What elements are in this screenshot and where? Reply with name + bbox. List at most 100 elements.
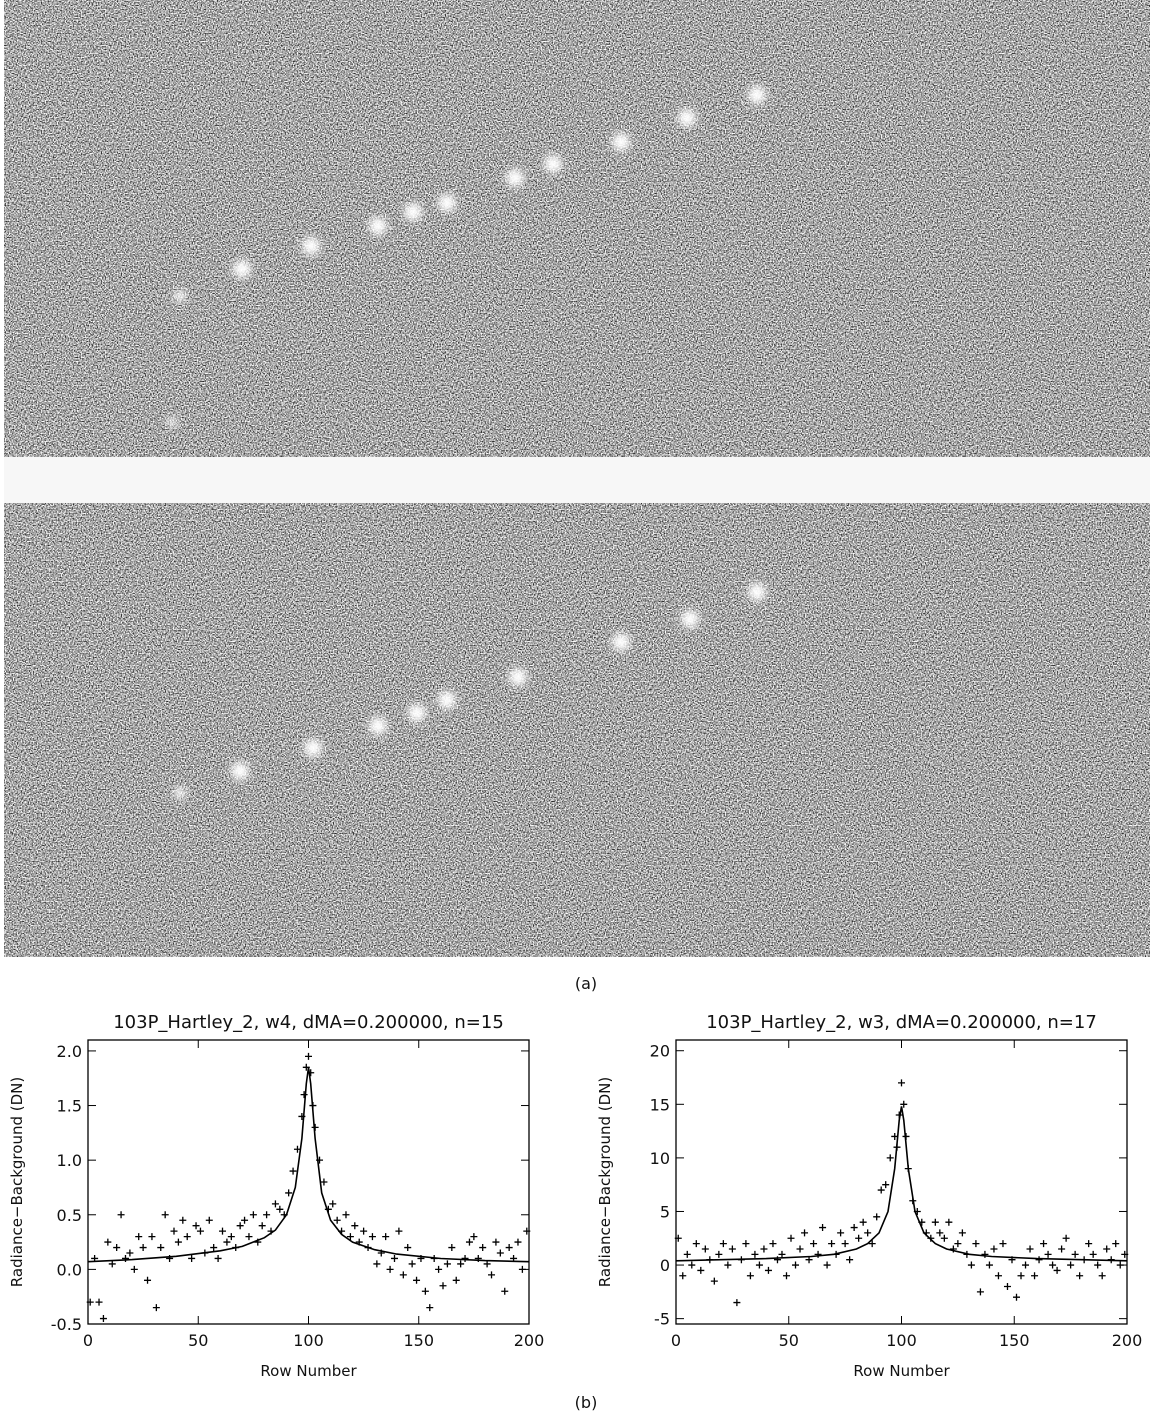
data-point	[1094, 1261, 1102, 1269]
data-point	[236, 1222, 244, 1230]
data-point	[426, 1304, 434, 1312]
data-point	[868, 1240, 876, 1248]
data-point	[249, 1211, 257, 1219]
y-tick-label: -5	[654, 1310, 670, 1329]
x-axis-label: Row Number	[853, 1362, 950, 1380]
data-point	[976, 1288, 984, 1296]
data-point	[161, 1211, 169, 1219]
image-bottom	[4, 503, 1150, 957]
data-point	[1098, 1272, 1106, 1280]
data-point	[395, 1227, 403, 1235]
data-point	[461, 1254, 469, 1262]
data-point	[769, 1240, 777, 1248]
y-tick-label: -0.5	[51, 1315, 82, 1334]
data-point	[505, 1244, 513, 1252]
data-point	[192, 1222, 200, 1230]
x-tick-label: 200	[1112, 1331, 1143, 1350]
data-point	[719, 1240, 727, 1248]
data-point	[1062, 1234, 1070, 1242]
fit-line	[675, 1106, 1128, 1262]
data-point	[399, 1271, 407, 1279]
data-point	[873, 1213, 881, 1221]
data-point	[285, 1189, 293, 1197]
data-point	[305, 1052, 312, 1060]
data-point	[823, 1261, 831, 1269]
data-point	[360, 1227, 368, 1235]
data-point	[144, 1276, 152, 1284]
data-point	[488, 1271, 496, 1279]
data-point	[958, 1229, 966, 1237]
data-point	[86, 1298, 94, 1306]
data-point	[701, 1245, 709, 1253]
x-tick-label: 150	[999, 1331, 1030, 1350]
x-tick-label: 50	[188, 1331, 208, 1350]
data-point	[95, 1298, 103, 1306]
data-point	[300, 1091, 308, 1099]
data-point	[1049, 1261, 1057, 1269]
data-point	[864, 1229, 872, 1237]
data-point	[782, 1272, 790, 1280]
data-point	[859, 1218, 867, 1226]
y-tick-label: 1.0	[57, 1151, 82, 1170]
data-point	[135, 1233, 143, 1241]
data-point	[792, 1261, 800, 1269]
y-tick-label: 2.0	[57, 1042, 82, 1061]
data-point	[837, 1229, 845, 1237]
data-point	[219, 1227, 227, 1235]
data-point	[877, 1186, 885, 1194]
data-point	[108, 1260, 116, 1268]
y-axis-label: Radiance−Background (DN)	[8, 1077, 26, 1287]
data-point	[210, 1244, 218, 1252]
data-point	[940, 1234, 948, 1242]
y-tick-label: 10	[650, 1149, 670, 1168]
data-point	[764, 1266, 772, 1274]
data-point	[810, 1240, 818, 1248]
y-tick-label: 15	[650, 1095, 670, 1114]
data-point	[1044, 1250, 1052, 1258]
data-point	[1085, 1240, 1093, 1248]
data-point	[390, 1254, 398, 1262]
data-point	[985, 1261, 993, 1269]
data-point	[223, 1238, 231, 1246]
plot-frame	[87, 1039, 530, 1325]
x-tick-label: 0	[671, 1331, 681, 1350]
data-point	[994, 1272, 1002, 1280]
data-point	[751, 1250, 759, 1258]
data-point	[674, 1234, 682, 1242]
data-point	[697, 1266, 705, 1274]
data-point	[245, 1233, 253, 1241]
data-point	[373, 1260, 381, 1268]
data-point	[710, 1277, 718, 1285]
x-tick-label: 0	[83, 1331, 93, 1350]
data-point	[117, 1211, 125, 1219]
data-point	[130, 1265, 138, 1273]
data-point	[1058, 1245, 1066, 1253]
data-point	[954, 1240, 962, 1248]
data-point	[382, 1233, 390, 1241]
data-point	[1116, 1261, 1124, 1269]
data-point	[778, 1250, 786, 1258]
data-point	[1071, 1250, 1079, 1258]
x-tick-label: 50	[779, 1331, 799, 1350]
data-point	[157, 1244, 165, 1252]
data-point	[760, 1245, 768, 1253]
data-point	[931, 1218, 939, 1226]
data-point	[443, 1260, 451, 1268]
data-point	[439, 1282, 447, 1290]
data-point	[742, 1240, 750, 1248]
data-point	[787, 1234, 795, 1242]
chart-title: 103P_Hartley_2, w4, dMA=0.200000, n=15	[113, 1012, 504, 1033]
data-point	[1040, 1240, 1048, 1248]
caption: (a)	[575, 974, 597, 993]
data-point	[855, 1234, 863, 1242]
data-point	[404, 1244, 412, 1252]
y-tick-label: 20	[650, 1042, 670, 1061]
data-point	[1121, 1250, 1129, 1258]
data-point	[514, 1238, 522, 1246]
data-point	[258, 1222, 266, 1230]
data-point	[205, 1216, 213, 1224]
data-point	[1013, 1293, 1021, 1301]
data-point	[289, 1167, 297, 1175]
data-point	[1103, 1245, 1111, 1253]
